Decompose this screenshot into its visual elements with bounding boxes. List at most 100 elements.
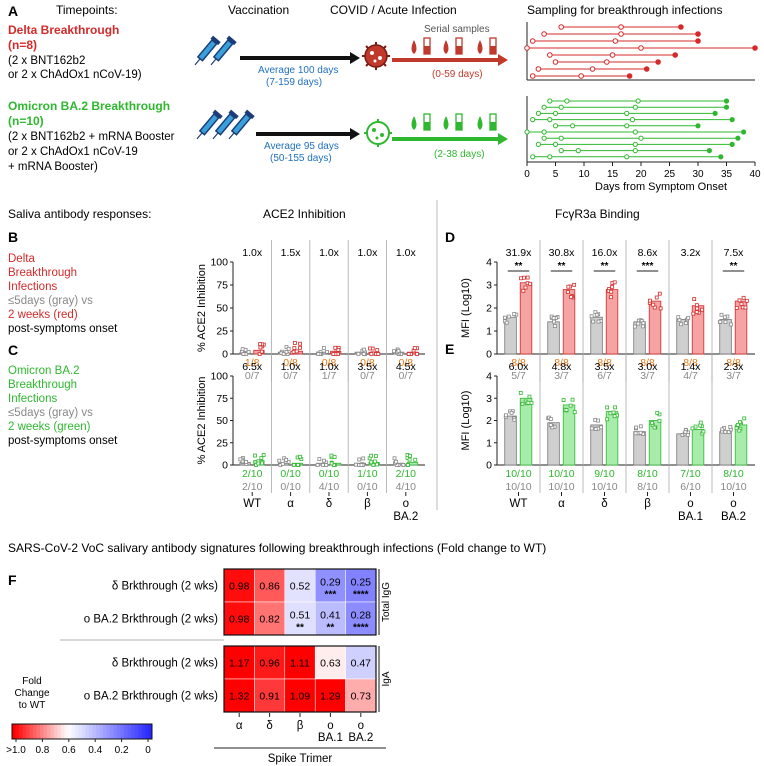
gray-point	[504, 320, 509, 325]
gray-point	[718, 319, 723, 324]
gray-point	[509, 410, 514, 415]
f-title: SARS-CoV-2 VoC salivary antibody signatu…	[8, 541, 546, 555]
legend-tick-label: 0.4	[88, 745, 102, 756]
gray-point	[280, 461, 285, 466]
color-point	[612, 280, 617, 285]
gray-point	[506, 314, 511, 319]
color-point	[564, 408, 569, 412]
legend-gradient-step	[57, 724, 62, 739]
delta-regimen-2: or 2 x ChAdOx1 nCoV-19)	[8, 69, 142, 81]
color-point	[372, 459, 377, 464]
y-tick-label: 0	[486, 349, 492, 361]
gray-point	[548, 423, 553, 427]
heatmap-cell-value: 0.98	[229, 581, 250, 593]
omicron-infection-arrowhead	[498, 133, 508, 145]
omicron-sample-point	[712, 110, 718, 117]
gray-point	[240, 459, 245, 464]
color-point	[742, 416, 747, 421]
detected-count-gray: 0/7	[398, 370, 413, 382]
legend-gradient-step	[110, 724, 114, 739]
legend-gradient-step	[71, 724, 76, 739]
panel-letter-f: F	[8, 572, 17, 588]
legend-gradient-step	[127, 724, 132, 739]
color-point	[570, 397, 575, 402]
color-point	[292, 463, 296, 467]
legend-gradient-step	[78, 724, 83, 739]
y-axis-label: MFI (Log10)	[460, 278, 472, 338]
omicron-sample-point	[723, 104, 730, 110]
fold-change-label: 6.0x	[509, 361, 530, 373]
y-tick-label: 2	[486, 415, 492, 427]
color-point	[658, 306, 663, 311]
color-point	[526, 400, 531, 405]
gray-point	[552, 319, 556, 324]
legend-gradient-step	[145, 724, 149, 739]
fold-change-label: 1.0x	[396, 247, 417, 259]
gray-point	[281, 352, 286, 356]
gray-point	[512, 417, 517, 422]
gray-point	[241, 352, 246, 356]
delta-sample-point	[643, 66, 650, 72]
heatmap-cell	[284, 645, 316, 680]
color-point	[298, 345, 303, 350]
color-point	[648, 298, 652, 303]
gray-point	[676, 315, 681, 320]
detected-count-gray: 10/10	[548, 481, 574, 493]
gray-point	[503, 315, 507, 320]
delta-sample-point	[558, 24, 565, 30]
color-point	[292, 341, 297, 345]
gray-point	[504, 413, 508, 418]
sampling-xtick-label: 5	[553, 169, 559, 180]
omicron-sample-point	[530, 117, 536, 123]
fold-change-label: 1.4x	[681, 361, 702, 373]
omicron-regimen-1: (2 x BNT162b2 + mRNA Booster	[8, 131, 175, 143]
gray-bar	[504, 415, 517, 466]
gray-point	[286, 459, 291, 464]
detected-count-colored: 9/10	[594, 468, 615, 480]
heatmap-cell-value: 1.11	[290, 658, 310, 670]
panel-b-line-2: Breakthrough	[8, 267, 77, 279]
detected-count-colored: 0/8	[398, 357, 413, 369]
omicron-sample-point	[564, 98, 570, 104]
legend-gradient-step	[22, 724, 27, 739]
omicron-sample-point	[635, 98, 641, 104]
detected-count-gray: 4/10	[396, 481, 417, 493]
omicron-sample-point	[632, 129, 638, 135]
detected-count-gray: 5/7	[511, 370, 526, 382]
omicron-sample-point	[535, 141, 542, 147]
fold-change-label: 1.0x	[319, 247, 340, 259]
heatmap-significance: ****	[353, 590, 369, 601]
gray-point	[362, 347, 366, 352]
legend-gradient-step	[113, 724, 118, 739]
color-point	[405, 463, 410, 467]
legend-gradient-step	[19, 724, 23, 739]
color-point	[650, 421, 655, 425]
color-bar	[691, 428, 705, 466]
category-label: β	[644, 498, 651, 510]
gray-point	[361, 456, 366, 461]
panel-letter-a: A	[8, 3, 18, 19]
legend-gradient-step	[82, 724, 86, 739]
omicron-sample-point	[741, 129, 747, 135]
delta-sample-point	[589, 66, 596, 72]
color-point	[298, 341, 302, 346]
legend-gradient-step	[47, 724, 51, 739]
detected-count-colored: 1/10	[357, 468, 378, 480]
delta-syringes	[194, 35, 237, 66]
legend-tick-label: 0.8	[35, 745, 49, 756]
iga-block-border	[223, 645, 377, 713]
color-point	[529, 400, 534, 405]
detected-count-colored: 8/8	[511, 357, 526, 369]
color-point	[371, 463, 376, 467]
category-label: o BA.2	[721, 498, 746, 523]
color-point	[369, 453, 374, 458]
heatmap-cell-value: 1.32	[229, 691, 250, 703]
color-point	[406, 352, 411, 356]
delta-n: (n=8)	[8, 38, 37, 52]
gray-point	[683, 430, 688, 434]
color-point	[734, 426, 739, 431]
y-tick-label: 100	[210, 257, 228, 269]
color-point	[657, 418, 662, 423]
gray-bar	[676, 433, 689, 466]
